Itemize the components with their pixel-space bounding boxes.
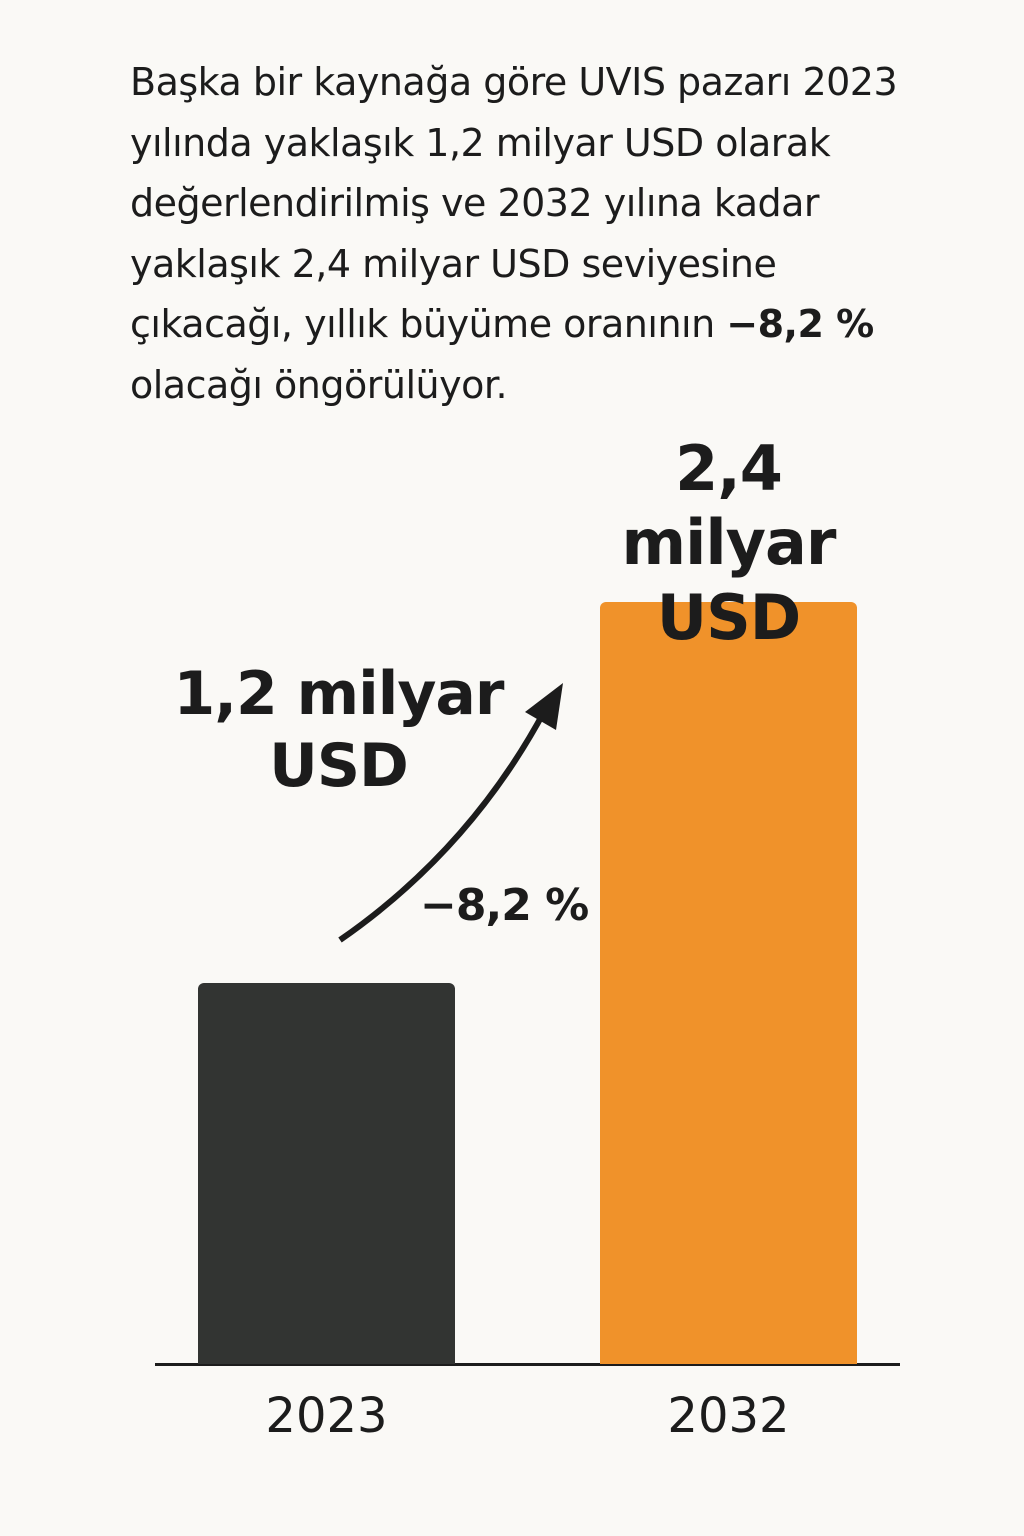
bar: [198, 983, 455, 1364]
x-tick-label: 2023: [265, 1388, 388, 1444]
growth-arrow: [338, 708, 548, 943]
arrow-head: [525, 683, 563, 730]
description: Başka bir kaynağa göre UVIS pazarı 2023 …: [130, 52, 950, 415]
baseline: [155, 1363, 900, 1366]
value-label: 1,2 milyar USD: [173, 659, 504, 801]
value-label: 2,4 milyar USD: [621, 432, 837, 654]
description-text: olacağı öngörülüyor.: [130, 362, 508, 407]
bar: [600, 602, 857, 1364]
x-tick-label: 2032: [667, 1388, 790, 1444]
description-highlight: −8,2 %: [726, 302, 874, 346]
annotation: −8,2 %: [420, 880, 589, 931]
description-text: Başka bir kaynağa göre UVIS pazarı 2023 …: [130, 60, 898, 346]
